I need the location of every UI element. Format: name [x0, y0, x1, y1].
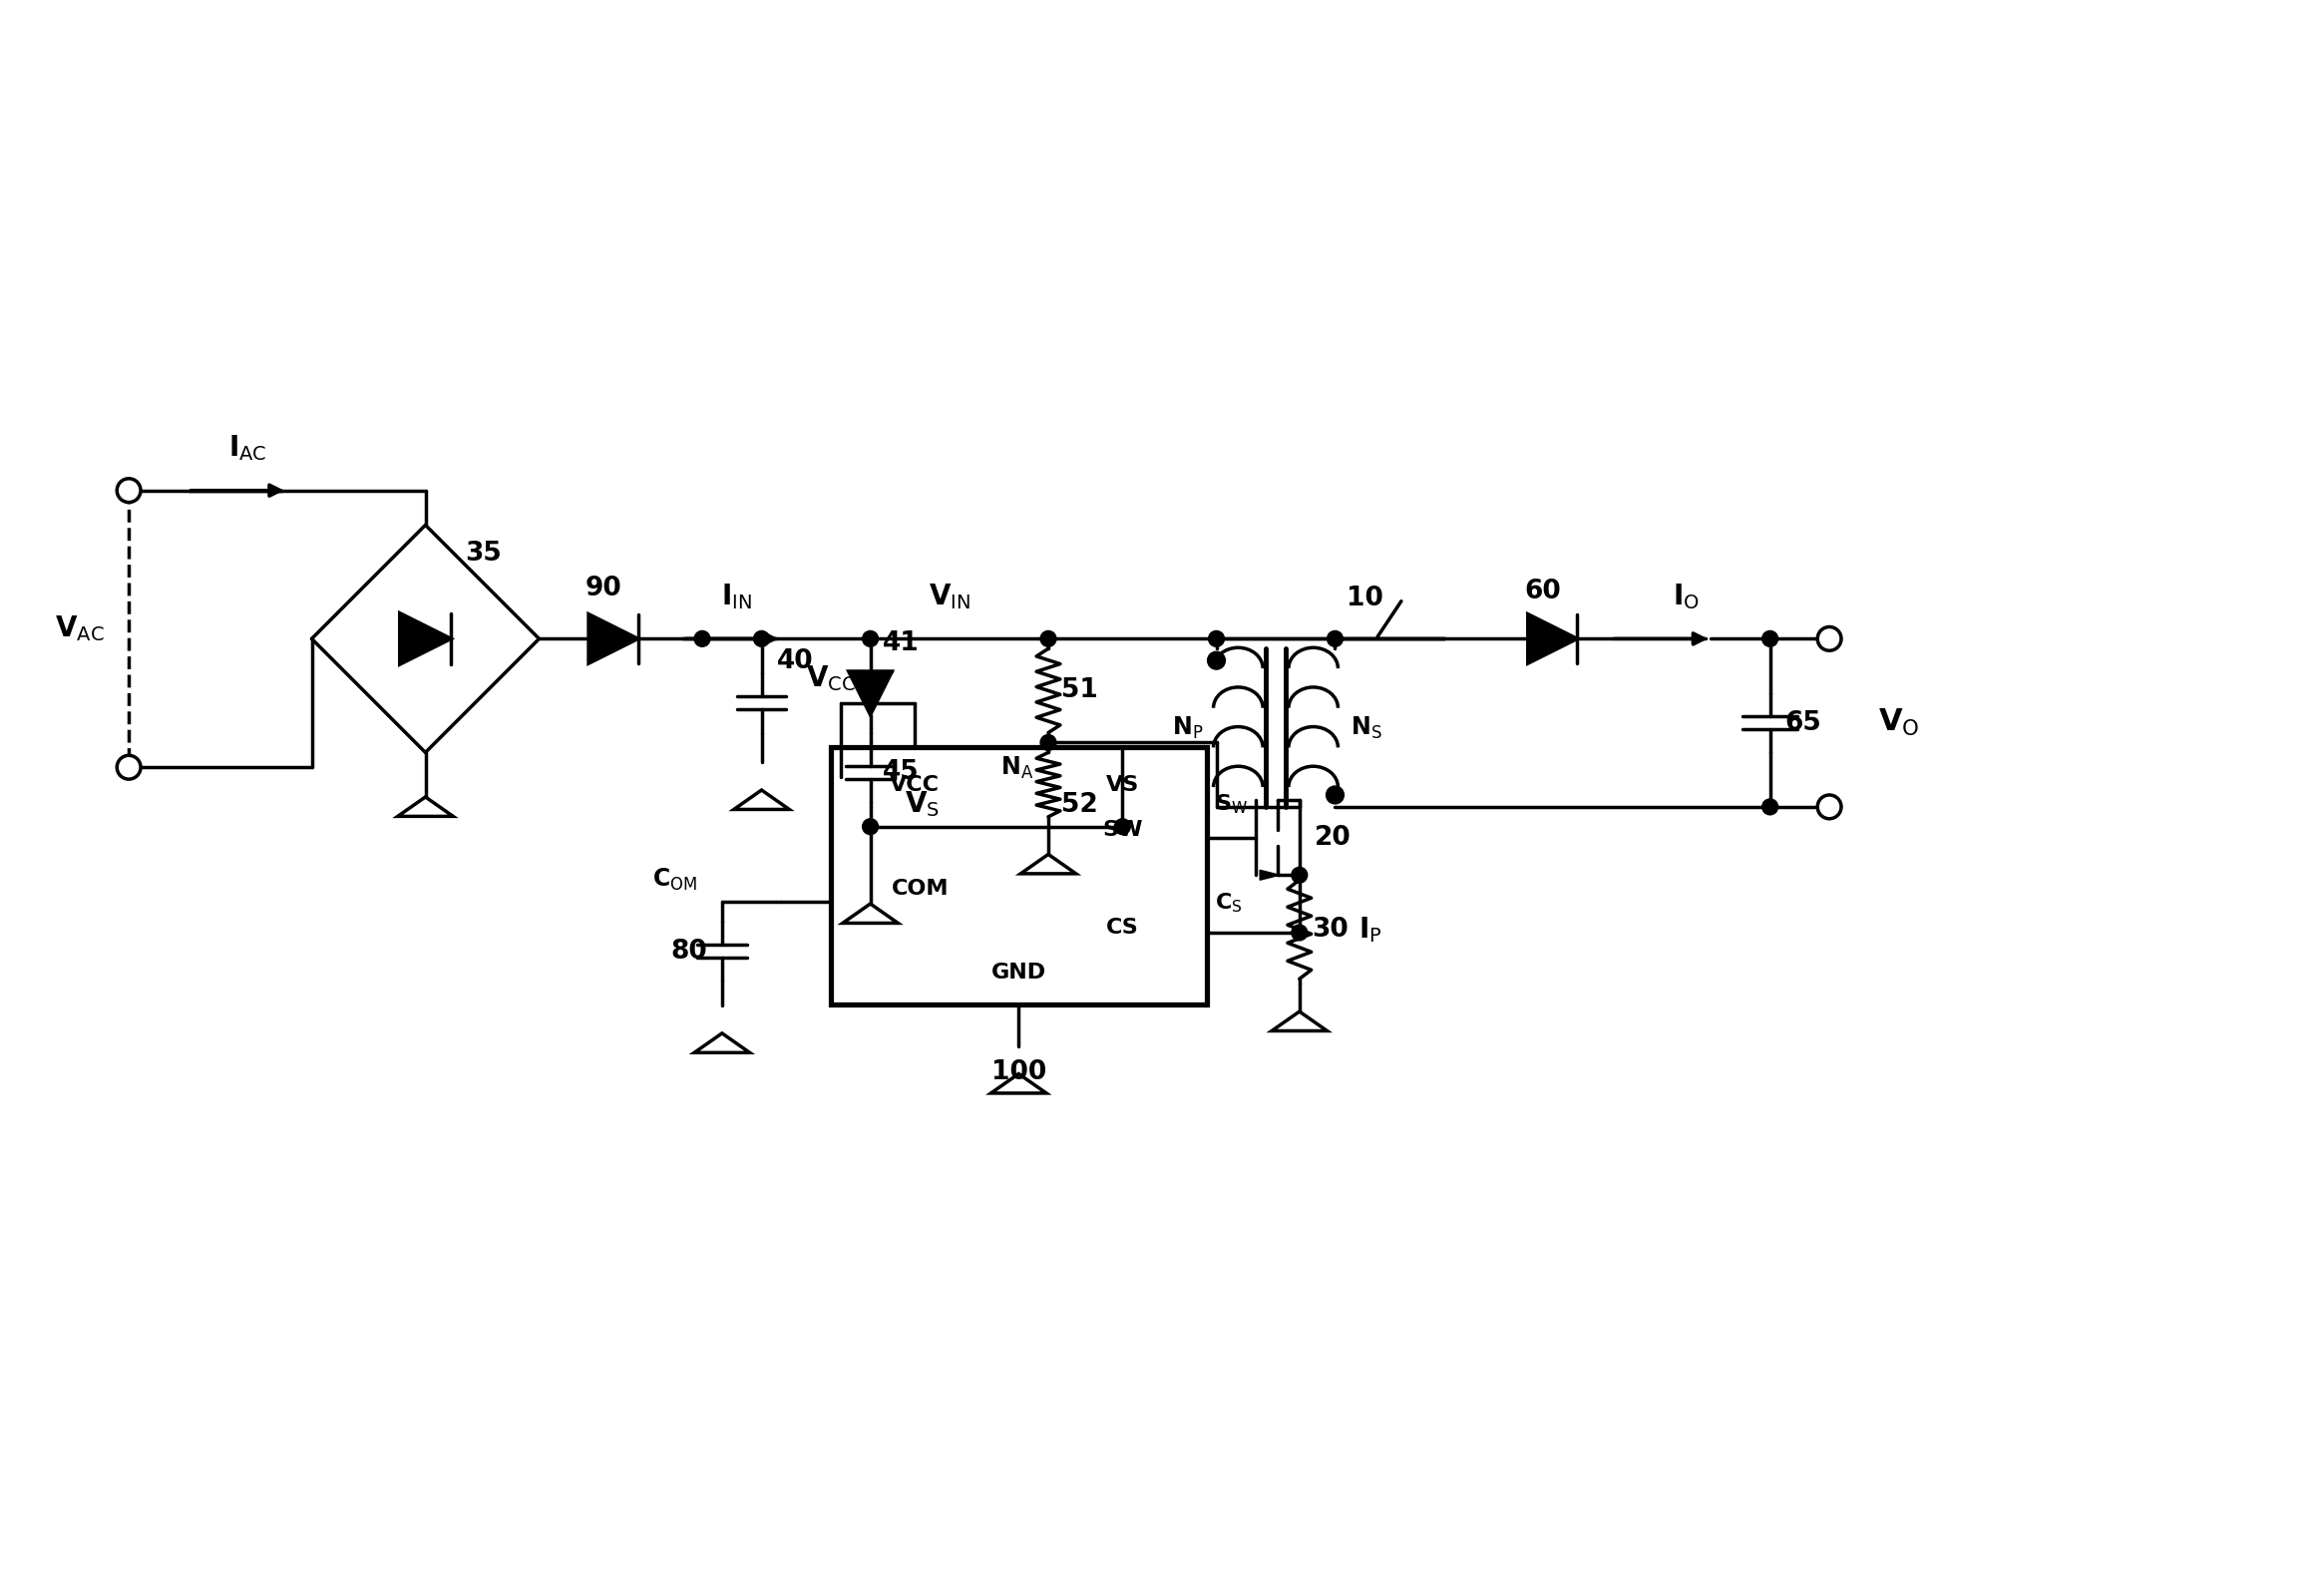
Text: I$_{\mathsf{IN}}$: I$_{\mathsf{IN}}$ [720, 582, 753, 612]
Text: 80: 80 [672, 938, 706, 964]
Circle shape [1817, 796, 1841, 819]
Text: SW: SW [1102, 819, 1143, 840]
Text: I$_{\mathsf{P}}$: I$_{\mathsf{P}}$ [1360, 915, 1383, 945]
Circle shape [862, 631, 878, 647]
Text: 60: 60 [1525, 579, 1562, 604]
Text: 100: 100 [990, 1059, 1046, 1084]
Circle shape [1762, 799, 1778, 815]
Text: V$_{\mathsf{O}}$: V$_{\mathsf{O}}$ [1878, 707, 1920, 739]
Polygon shape [1260, 870, 1281, 880]
Text: 45: 45 [883, 759, 918, 785]
Circle shape [1292, 867, 1308, 883]
Circle shape [1762, 631, 1778, 647]
Bar [830, 748, 1206, 1005]
Text: N$_{\mathsf{A}}$: N$_{\mathsf{A}}$ [999, 754, 1034, 780]
Text: 20: 20 [1315, 824, 1350, 851]
Text: 41: 41 [883, 631, 918, 656]
Circle shape [1327, 631, 1343, 647]
Text: VS: VS [1106, 775, 1139, 796]
Circle shape [1116, 819, 1129, 835]
Circle shape [1817, 628, 1841, 650]
Text: V$_{\mathsf{S}}$: V$_{\mathsf{S}}$ [904, 789, 939, 819]
Text: CS: CS [1106, 918, 1139, 937]
Circle shape [1041, 631, 1055, 647]
Circle shape [1208, 631, 1225, 647]
Text: 52: 52 [1062, 792, 1097, 818]
Text: GND: GND [990, 964, 1046, 983]
Polygon shape [848, 672, 892, 715]
Text: V$_{\mathsf{CC}}$: V$_{\mathsf{CC}}$ [806, 664, 855, 693]
Text: 40: 40 [776, 648, 813, 675]
Circle shape [695, 631, 711, 647]
Text: 10: 10 [1346, 585, 1383, 612]
Text: COM: COM [890, 880, 948, 899]
Text: S$_{\mathsf{W}}$: S$_{\mathsf{W}}$ [1215, 792, 1248, 816]
Text: I$_{\mathsf{AC}}$: I$_{\mathsf{AC}}$ [228, 433, 267, 463]
Circle shape [116, 756, 142, 780]
Text: V$_{\mathsf{IN}}$: V$_{\mathsf{IN}}$ [927, 582, 971, 612]
Text: 90: 90 [586, 575, 623, 601]
Circle shape [1327, 786, 1343, 804]
Text: C$_{\mathsf{OM}}$: C$_{\mathsf{OM}}$ [653, 867, 697, 892]
Text: 65: 65 [1785, 710, 1822, 735]
Circle shape [1041, 735, 1055, 750]
Circle shape [862, 819, 878, 835]
Text: C$_{\mathsf{S}}$: C$_{\mathsf{S}}$ [1215, 891, 1241, 915]
Polygon shape [1527, 613, 1578, 664]
Polygon shape [588, 613, 639, 664]
Circle shape [1208, 651, 1225, 669]
Text: N$_{\mathsf{S}}$: N$_{\mathsf{S}}$ [1350, 715, 1383, 740]
Text: I$_{\mathsf{O}}$: I$_{\mathsf{O}}$ [1673, 582, 1699, 612]
Text: N$_{\mathsf{P}}$: N$_{\mathsf{P}}$ [1171, 715, 1204, 740]
Text: VCC: VCC [890, 775, 939, 796]
Text: 35: 35 [465, 540, 502, 566]
Circle shape [1292, 924, 1308, 940]
Polygon shape [400, 613, 451, 664]
Circle shape [753, 631, 769, 647]
Circle shape [116, 479, 142, 502]
Text: 51: 51 [1062, 678, 1097, 704]
Text: V$_{\mathsf{AC}}$: V$_{\mathsf{AC}}$ [56, 613, 105, 644]
Text: 30: 30 [1313, 916, 1348, 943]
